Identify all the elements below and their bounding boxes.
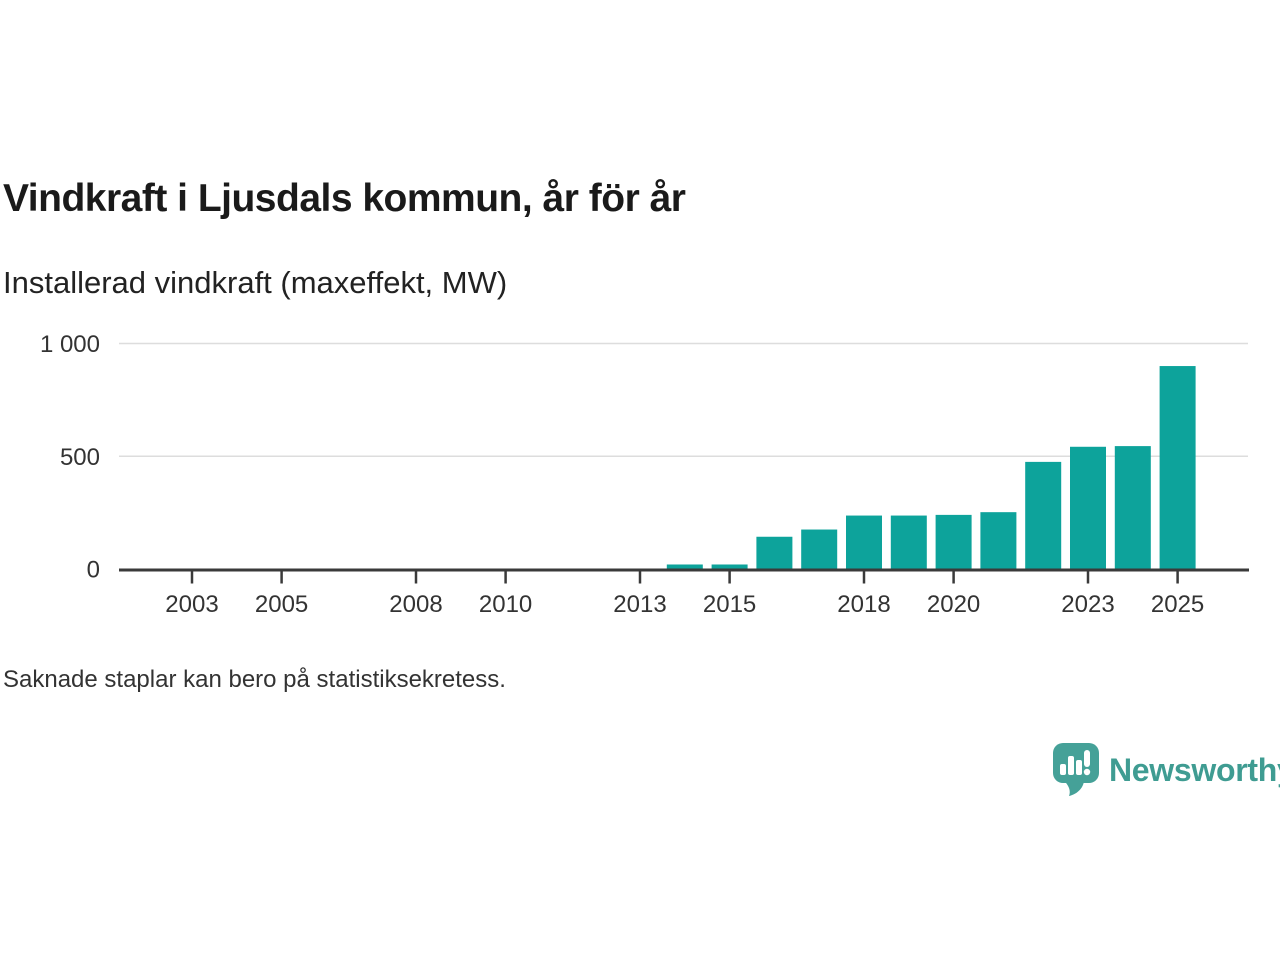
x-tick-label-2025: 2025 (1151, 591, 1204, 618)
bar-2016 (756, 536, 793, 569)
bar-2025 (1159, 366, 1196, 569)
y-tick-label-500: 500 (60, 444, 100, 471)
bar-2018 (846, 515, 882, 569)
newsworthy-bubble-chart-icon (1053, 743, 1099, 796)
bar-2019 (890, 515, 927, 569)
x-tick-label-2010: 2010 (479, 591, 532, 618)
x-tick-label-2008: 2008 (389, 591, 442, 618)
x-tick-label-2005: 2005 (255, 591, 308, 618)
bar-2023 (1070, 446, 1106, 569)
x-tick-label-2015: 2015 (703, 591, 756, 618)
bar-2021 (980, 512, 1017, 569)
bar-2022 (1025, 461, 1062, 569)
bar-2015 (711, 564, 748, 569)
x-tick-label-2020: 2020 (927, 591, 980, 618)
bar-2017 (801, 529, 838, 569)
y-tick-label-1000: 1 000 (40, 331, 100, 358)
newsworthy-logo: Newsworthy (1053, 743, 1280, 797)
x-tick-label-2018: 2018 (837, 591, 890, 618)
chart-title: Vindkraft i Ljusdals kommun, år för år (3, 177, 686, 220)
newsworthy-wordmark: Newsworthy (1109, 751, 1280, 788)
chart-footnote: Saknade staplar kan bero på statistiksek… (3, 666, 506, 693)
x-tick-label-2013: 2013 (613, 591, 666, 618)
y-tick-label-0: 0 (87, 557, 100, 584)
x-tick-label-2023: 2023 (1061, 591, 1114, 618)
bar-2014 (666, 564, 703, 569)
x-tick-label-2003: 2003 (165, 591, 218, 618)
bar-2024 (1114, 446, 1151, 569)
bar-2020 (935, 514, 972, 569)
chart-subtitle: Installerad vindkraft (maxeffekt, MW) (3, 265, 508, 300)
